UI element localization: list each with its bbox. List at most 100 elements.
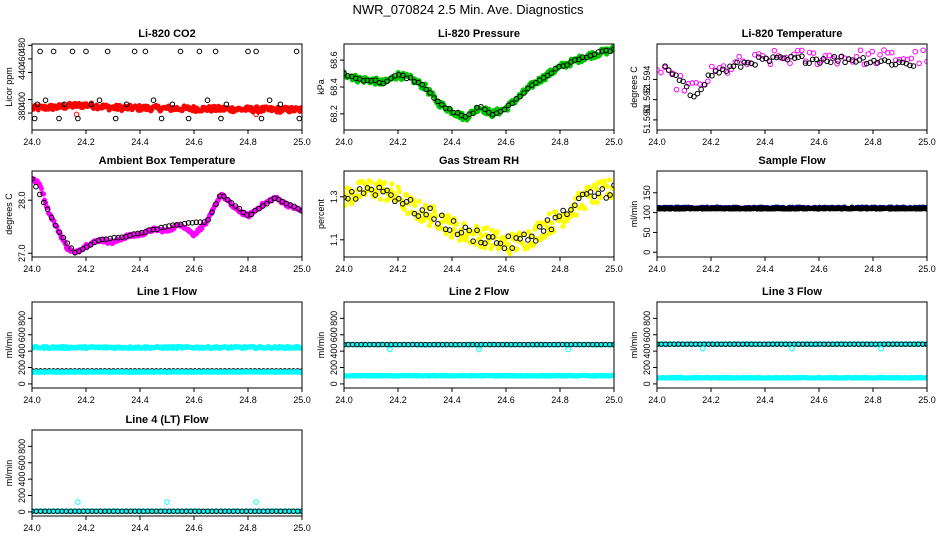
x-tick-label: 24.4	[756, 395, 774, 405]
x-tick-label: 25.0	[605, 137, 623, 147]
data-point	[595, 49, 602, 55]
x-tick-label: 24.8	[239, 264, 257, 274]
data-point	[37, 191, 43, 198]
data-point	[382, 179, 388, 186]
data-point	[763, 55, 769, 62]
data-point	[352, 75, 359, 82]
data-point	[372, 77, 379, 84]
x-tick-label: 24.6	[185, 264, 203, 274]
data-point	[112, 115, 119, 122]
data-point	[740, 58, 746, 65]
data-point	[582, 206, 588, 212]
chart-title: Line 1 Flow	[137, 286, 197, 298]
series-line4-cyan-spikes	[75, 499, 259, 505]
data-point	[806, 49, 813, 56]
data-point	[521, 231, 527, 238]
data-point	[256, 205, 262, 212]
data-point	[687, 92, 694, 99]
data-point	[103, 236, 110, 242]
data-point	[709, 72, 715, 79]
chart-title: Line 4 (LT) Flow	[126, 414, 209, 426]
y-tick-label: 50	[642, 227, 652, 237]
chart-panel-1: Li-820 CO2 24.0 24.2 24.4 24.6 24.8 25.0 380400…	[4, 28, 311, 147]
data-point	[720, 63, 727, 69]
data-point	[507, 250, 513, 257]
data-point	[150, 97, 157, 104]
data-point	[42, 97, 49, 104]
data-point	[52, 222, 59, 229]
chart-title: Line 2 Flow	[449, 286, 509, 298]
data-point	[212, 48, 219, 55]
data-point	[407, 197, 414, 203]
data-point	[356, 186, 363, 192]
data-point	[470, 238, 476, 244]
data-point	[544, 217, 551, 223]
data-point	[69, 48, 76, 55]
y-tick-label: 1.1	[329, 234, 339, 247]
series-line3-cyan-low	[657, 374, 927, 381]
data-point	[705, 78, 711, 85]
data-point	[795, 47, 801, 54]
data-point	[548, 220, 555, 226]
chart-title: Li-820 CO2	[138, 28, 195, 40]
data-point	[423, 86, 429, 93]
data-point	[546, 211, 552, 217]
data-point	[403, 191, 410, 198]
data-point	[244, 212, 251, 218]
chart-title: Ambient Box Temperature	[99, 155, 236, 167]
x-tick-label: 25.0	[293, 523, 311, 533]
data-point	[536, 77, 543, 83]
data-point	[536, 223, 543, 230]
data-point	[698, 86, 704, 93]
data-point	[223, 101, 230, 108]
plot-points	[32, 48, 302, 122]
data-point	[885, 58, 892, 65]
data-point	[364, 77, 371, 84]
x-tick-label: 25.0	[293, 264, 311, 274]
data-point	[60, 234, 67, 241]
plot-points	[657, 204, 927, 212]
data-point	[877, 52, 883, 58]
data-point	[296, 115, 302, 122]
data-point	[489, 234, 496, 240]
y-tick-label: 400	[329, 344, 339, 359]
data-point	[431, 95, 437, 101]
series-line2-cyan-low	[344, 372, 614, 379]
y-tick-label: 68.6	[329, 51, 339, 69]
x-tick-label: 24.4	[131, 264, 149, 274]
y-axis-label: ml/min	[316, 332, 326, 359]
data-point	[694, 90, 701, 97]
data-point	[389, 181, 395, 187]
data-point	[56, 229, 63, 235]
data-point	[466, 227, 473, 234]
data-point	[173, 222, 180, 228]
x-tick-label: 24.4	[443, 264, 461, 274]
data-point	[442, 105, 449, 112]
series-box-temp-open	[32, 176, 302, 256]
data-point	[293, 48, 300, 55]
data-point	[388, 75, 394, 82]
y-tick-label: 600	[642, 327, 652, 342]
data-point	[50, 48, 57, 55]
data-point	[99, 236, 106, 243]
data-point	[134, 230, 141, 237]
data-point	[360, 78, 367, 84]
data-point	[813, 56, 820, 63]
data-point	[107, 235, 114, 242]
data-point	[920, 47, 926, 54]
data-point	[759, 56, 766, 62]
x-tick-label: 24.6	[185, 523, 203, 533]
data-point	[869, 48, 876, 55]
data-point	[457, 237, 463, 243]
chart-title: Sample Flow	[758, 155, 826, 167]
data-point	[485, 234, 492, 240]
data-point	[899, 59, 906, 66]
data-point	[838, 53, 845, 60]
data-point	[266, 97, 273, 104]
data-point	[37, 48, 43, 55]
page-title: NWR_070824 2.5 Min. Ave. Diagnostics	[352, 2, 584, 17]
x-tick-label: 24.8	[864, 395, 882, 405]
data-point	[61, 101, 68, 108]
data-point	[189, 220, 196, 226]
x-tick-label: 24.2	[77, 395, 95, 405]
